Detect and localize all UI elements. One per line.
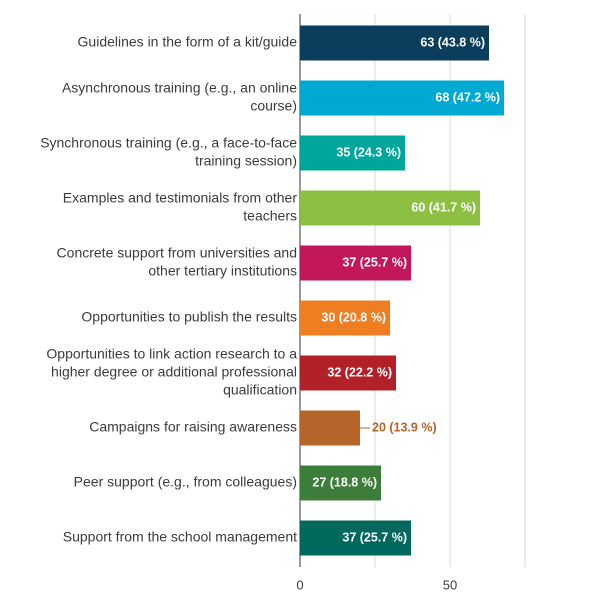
bar <box>300 25 489 61</box>
category-label: Support from the school management <box>63 529 297 545</box>
x-axis-ticks: 0 50 <box>296 577 457 592</box>
data-label: 68 (47.2 %) <box>435 90 500 104</box>
bar <box>300 355 396 391</box>
bars <box>300 25 504 556</box>
category-label: Peer support (e.g., from colleagues) <box>74 474 297 490</box>
bar <box>300 410 360 446</box>
data-label: 20 (13.9 %) <box>372 420 437 434</box>
category-label: Concrete support from universities and ot… <box>57 245 297 279</box>
data-label: 30 (20.8 %) <box>321 310 386 324</box>
data-labels: 63 (43.8 %) 68 (47.2 %) 35 (24.3 %) 60 (41.… <box>312 35 500 544</box>
bar <box>300 80 504 116</box>
category-label: Synchronous training (e.g., a face-to-fa… <box>40 135 297 169</box>
bar <box>300 520 411 556</box>
data-label: 60 (41.7 %) <box>411 200 476 214</box>
bar <box>300 135 405 171</box>
data-label: 27 (18.8 %) <box>312 475 377 489</box>
category-label: Opportunities to publish the results <box>81 309 297 325</box>
data-label: 32 (22.2 %) <box>327 365 392 379</box>
bar <box>300 300 390 336</box>
bar <box>300 245 411 281</box>
x-tick-label: 0 <box>296 577 303 592</box>
category-labels: Guidelines in the form of a kit/guide Asy… <box>40 34 297 545</box>
category-label: Asynchronous training (e.g., an online co… <box>62 80 297 114</box>
data-label: 63 (43.8 %) <box>420 35 485 49</box>
category-label: Examples and testimonials from other teac… <box>63 190 298 224</box>
data-label: 35 (24.3 %) <box>336 145 401 159</box>
bar <box>300 465 381 501</box>
x-tick-label: 50 <box>443 577 457 592</box>
category-label: Opportunities to link action research to… <box>46 346 297 398</box>
bar <box>300 190 480 226</box>
category-label: Guidelines in the form of a kit/guide <box>78 34 298 50</box>
data-label: 37 (25.7 %) <box>342 530 407 544</box>
category-label: Campaigns for raising awareness <box>89 419 297 435</box>
data-label: 37 (25.7 %) <box>342 255 407 269</box>
